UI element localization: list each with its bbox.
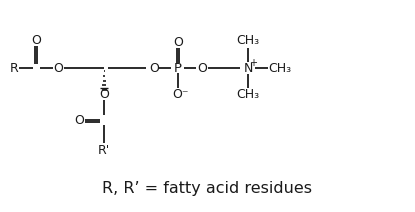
Text: +: +: [249, 58, 257, 68]
Text: O: O: [53, 61, 63, 74]
Text: O: O: [197, 61, 207, 74]
Text: R': R': [98, 145, 110, 158]
Text: N: N: [243, 61, 253, 74]
Text: R: R: [10, 61, 18, 74]
Text: O: O: [31, 33, 41, 46]
Text: O: O: [173, 35, 183, 49]
Text: CH₃: CH₃: [237, 35, 259, 47]
Text: CH₃: CH₃: [237, 88, 259, 102]
Text: P: P: [174, 61, 182, 74]
Text: O: O: [149, 61, 159, 74]
Text: CH₃: CH₃: [269, 61, 292, 74]
Text: O: O: [74, 114, 84, 127]
Text: R, R’ = fatty acid residues: R, R’ = fatty acid residues: [102, 180, 312, 195]
Text: O⁻: O⁻: [172, 88, 188, 100]
Text: O: O: [99, 88, 109, 102]
